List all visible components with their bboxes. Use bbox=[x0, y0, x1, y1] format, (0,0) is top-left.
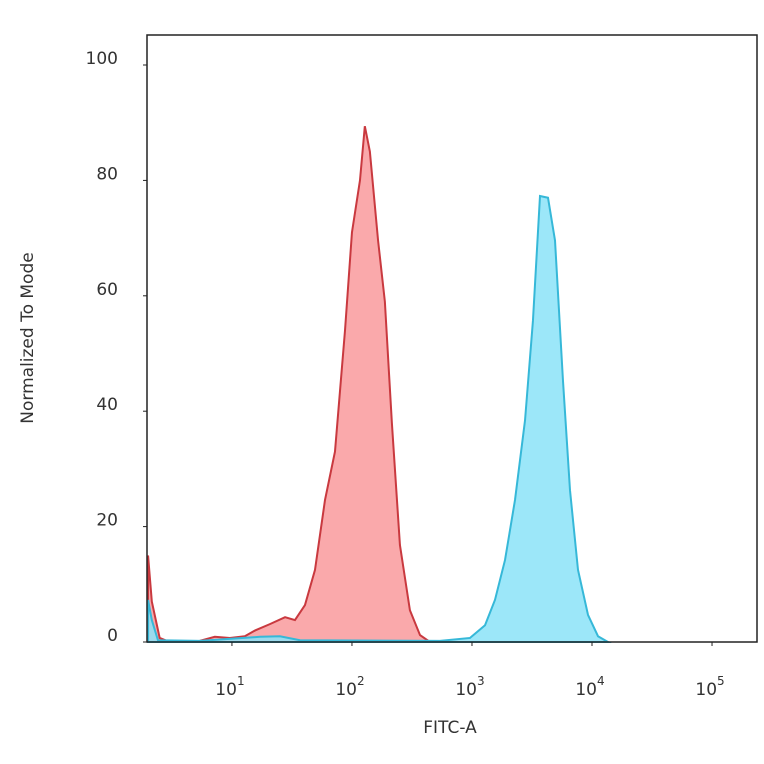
histogram-area bbox=[147, 194, 612, 643]
x-tick-label: 103 bbox=[455, 674, 484, 701]
y-tick-label: 0 bbox=[107, 626, 118, 646]
x-tick-base: 10 bbox=[575, 680, 597, 700]
x-tick-exponent: 4 bbox=[597, 674, 605, 688]
x-tick-label: 101 bbox=[215, 674, 244, 701]
x-tick-label: 102 bbox=[335, 674, 364, 701]
y-tick-label: 100 bbox=[86, 49, 118, 69]
y-axis-title: Normalized To Mode bbox=[18, 252, 38, 423]
y-tick-label: 80 bbox=[96, 164, 118, 184]
x-tick-exponent: 2 bbox=[357, 674, 365, 688]
x-tick-exponent: 5 bbox=[717, 674, 725, 688]
y-tick-label: 40 bbox=[96, 395, 118, 415]
x-tick-base: 10 bbox=[455, 680, 477, 700]
histogram-area bbox=[147, 125, 434, 644]
x-tick-label: 105 bbox=[695, 674, 724, 701]
x-tick-exponent: 1 bbox=[237, 674, 245, 688]
x-tick-base: 10 bbox=[335, 680, 357, 700]
x-tick-exponent: 3 bbox=[477, 674, 485, 688]
x-tick-base: 10 bbox=[695, 680, 717, 700]
x-tick-label: 104 bbox=[575, 674, 604, 701]
y-tick-label: 60 bbox=[96, 280, 118, 300]
x-axis-title: FITC-A bbox=[423, 718, 477, 738]
y-tick-label: 20 bbox=[96, 511, 118, 531]
plot-frame bbox=[146, 34, 758, 643]
x-tick-base: 10 bbox=[215, 680, 237, 700]
